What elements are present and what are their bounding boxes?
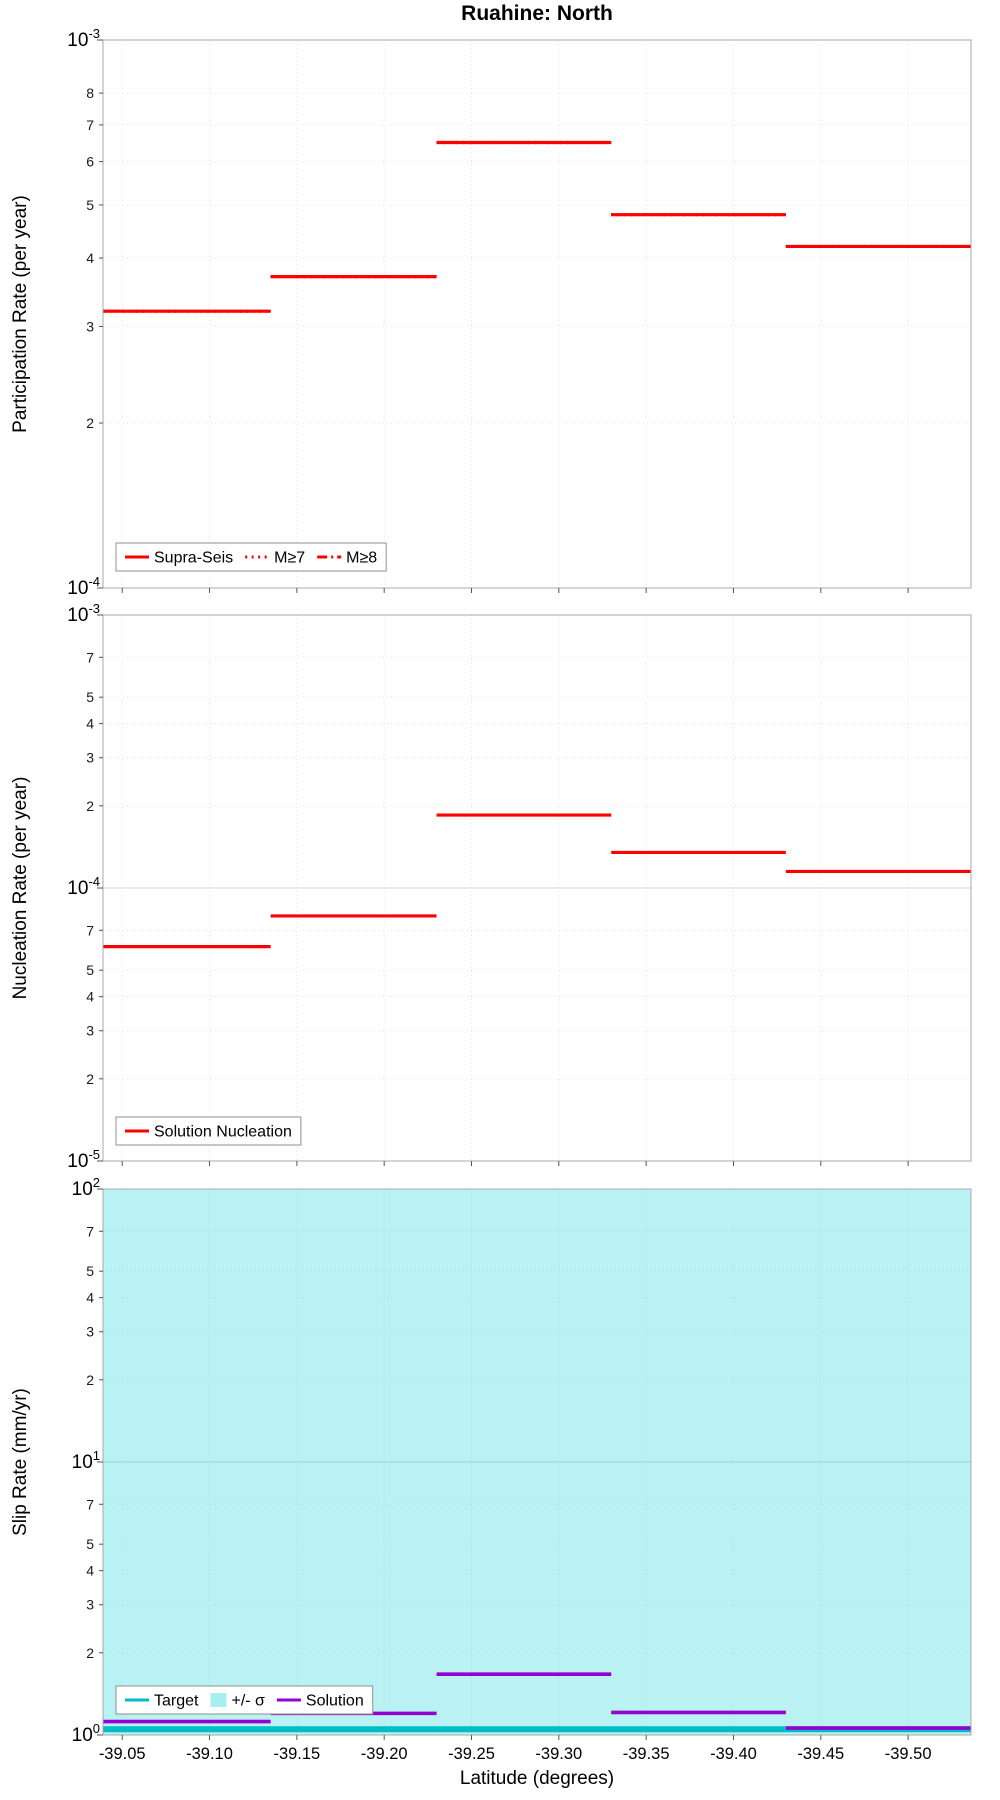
y-major-tick-label: 100 (72, 1721, 100, 1746)
y-minor-tick-label: 4 (86, 1563, 94, 1579)
legend: Target +/- σ Solution (115, 1685, 374, 1715)
y-minor-tick-label: 2 (86, 798, 94, 814)
legend-item-supra-seis: Supra-Seis (125, 550, 233, 567)
y-major-tick-label: 10-3 (67, 26, 100, 51)
legend-item-item: +/- σ (210, 1693, 265, 1710)
series-solution-nucleation (103, 813, 971, 949)
x-tick-label: -39.10 (186, 1745, 233, 1763)
legend-box (115, 1685, 374, 1715)
x-tick-label: -39.45 (797, 1745, 844, 1763)
legend-item-target: Target (125, 1693, 199, 1710)
x-tick-label: -39.25 (448, 1745, 495, 1763)
y-minor-tick-label: 2 (86, 1645, 94, 1661)
y-minor-tick-label: 3 (86, 1324, 94, 1340)
y-minor-tick-label: 6 (86, 154, 94, 170)
y-minor-tick-label: 7 (86, 117, 94, 133)
y-minor-tick-label: 7 (86, 1223, 94, 1239)
y-minor-tick-label: 3 (86, 750, 94, 766)
x-tick-label: -39.30 (535, 1745, 582, 1763)
y-minor-tick-label: 4 (86, 250, 94, 266)
y-minor-tick-label: 5 (86, 962, 94, 978)
y-major-tick-label: 10-5 (67, 1147, 100, 1172)
tick-marks (97, 1188, 909, 1740)
series-m-7 (103, 140, 971, 313)
y-minor-tick-label: 3 (86, 1597, 94, 1613)
grid (103, 614, 971, 1162)
legend-label: Target (154, 1693, 199, 1710)
y-minor-tick-label: 2 (86, 1071, 94, 1087)
y-tick-labels: 100 101 102 2 3 4 5 7 2 3 4 5 7 (72, 1175, 100, 1746)
legend-item-solution: Solution (276, 1693, 364, 1710)
y-minor-tick-label: 5 (86, 689, 94, 705)
legend-item-m-8: M≥8 (317, 550, 377, 567)
legend-item-solution-nucleation: Solution Nucleation (125, 1124, 292, 1141)
y-minor-tick-label: 7 (86, 922, 94, 938)
series-item (103, 1189, 971, 1735)
x-tick-labels: -39.05 -39.10 -39.15 -39.20 -39.25 -39.30 -39.… (99, 1745, 932, 1763)
series-m-8 (103, 141, 971, 313)
y-minor-tick-label: 5 (86, 197, 94, 213)
x-tick-label: -39.05 (99, 1745, 146, 1763)
x-tick-label: -39.50 (885, 1745, 932, 1763)
x-tick-label: -39.15 (273, 1745, 320, 1763)
legend-label: Supra-Seis (154, 550, 233, 567)
legend-label: M≥8 (346, 550, 377, 567)
legend-item-m-7: M≥7 (245, 550, 305, 567)
tick-marks (97, 39, 909, 593)
y-minor-tick-label: 8 (86, 85, 94, 101)
legend-label: Solution Nucleation (154, 1124, 292, 1141)
y-major-tick-label: 101 (72, 1448, 100, 1473)
x-tick-label: -39.35 (623, 1745, 670, 1763)
legend-label: +/- σ (231, 1693, 265, 1710)
subplot-nucleation: 10-5 10-4 10-3 2 3 4 5 7 2 3 4 5 7 Solution Nucleatio… (67, 601, 972, 1172)
y-major-tick-label: 102 (72, 1175, 100, 1200)
y-major-tick-label: 10-3 (67, 601, 100, 626)
y-minor-tick-label: 7 (86, 649, 94, 665)
y-minor-tick-label: 4 (86, 989, 94, 1005)
x-tick-label: -39.40 (710, 1745, 757, 1763)
y-minor-tick-label: 3 (86, 1023, 94, 1039)
legend-label: M≥7 (274, 550, 305, 567)
y-minor-tick-label: 5 (86, 1536, 94, 1552)
legend-label: Solution (306, 1693, 364, 1710)
y-minor-tick-label: 7 (86, 1496, 94, 1512)
y-minor-tick-label: 4 (86, 1290, 94, 1306)
y-major-tick-label: 10-4 (67, 874, 100, 899)
legend-swatch-patch (210, 1693, 227, 1707)
xlabel: Latitude (degrees) (459, 1768, 615, 1789)
figure-title: Ruahine: North (461, 2, 613, 25)
y-minor-tick-label: 2 (86, 415, 94, 431)
grid (103, 39, 971, 589)
legend: Supra-Seis M≥7 M≥8 (115, 542, 387, 572)
y-minor-tick-label: 4 (86, 716, 94, 732)
y-minor-tick-label: 5 (86, 1263, 94, 1279)
subplot-participation: 10-4 10-3 2 3 4 5 6 7 8 Supra-Seis M≥7 M≥8 (67, 26, 972, 599)
legend: Solution Nucleation (115, 1116, 302, 1146)
y-minor-tick-label: 3 (86, 319, 94, 335)
y-major-tick-label: 10-4 (67, 574, 100, 599)
y-tick-labels: 10-5 10-4 10-3 2 3 4 5 7 2 3 4 5 7 (67, 601, 100, 1172)
y-tick-labels: 10-4 10-3 2 3 4 5 6 7 8 (67, 26, 100, 599)
x-tick-label: -39.20 (361, 1745, 408, 1763)
tick-marks (97, 614, 909, 1166)
y-minor-tick-label: 2 (86, 1372, 94, 1388)
series-supra-seis (103, 140, 971, 313)
